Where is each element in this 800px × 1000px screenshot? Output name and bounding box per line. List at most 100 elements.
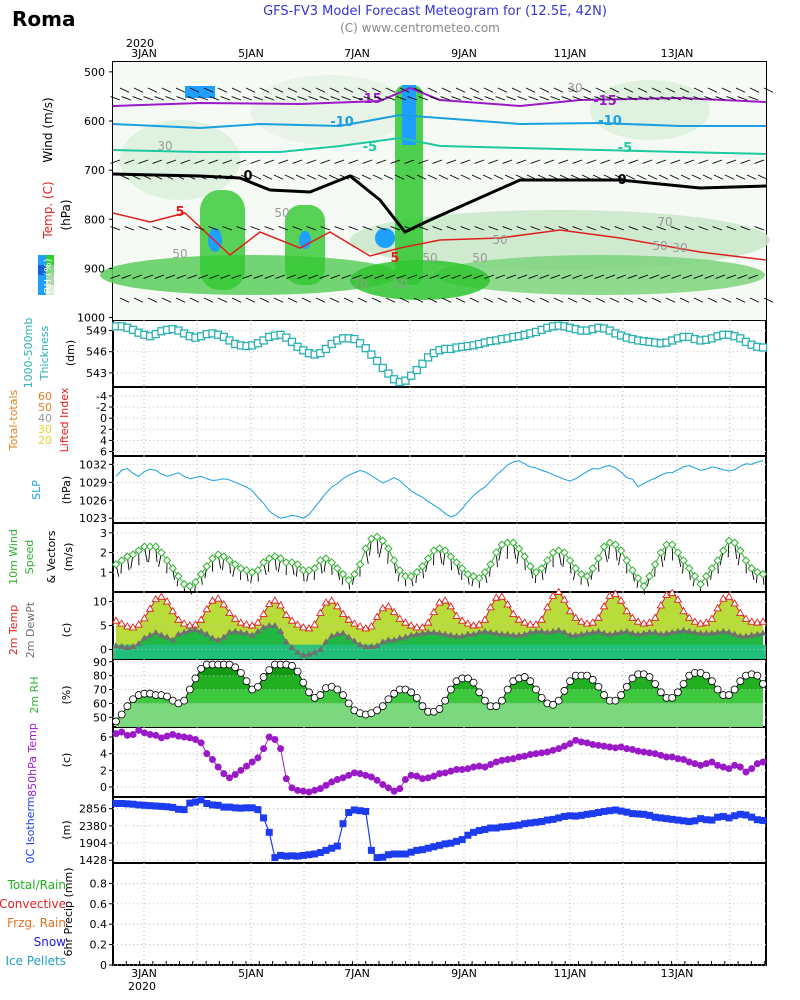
wind10-point [151,542,160,551]
t2m-point [645,618,654,626]
wind-barb [525,87,536,93]
wind10-point [372,532,382,542]
dewpt-point [702,629,710,636]
wind-barb [143,274,154,279]
date-label-bottom: 9JAN [451,967,477,980]
rh2m-label: 2m RH [28,676,41,713]
iso0-point [702,816,710,824]
t2m-point [633,617,643,625]
t2m-point [582,619,592,627]
wind-barb [334,226,345,231]
wind10-point [560,548,569,557]
t2m-point [457,616,467,624]
rh-label: 30 [157,139,172,153]
wind10-point [520,552,529,561]
wind-barb [638,274,649,279]
iso0-point [129,800,137,808]
wind-barb [363,274,374,279]
wind-barb [374,96,385,101]
t850-point [645,749,653,757]
t850-point [475,762,483,770]
wind-barb [614,159,625,164]
t850-point [203,750,211,758]
dewpt-point [606,630,614,637]
wind-barb [726,226,737,231]
wind-barb [176,96,187,101]
wind-barb [429,274,440,279]
t2m-point [327,596,336,604]
wind-barb [297,96,308,101]
wind-barb [647,174,658,180]
t850-point [305,788,313,796]
wind-barb [504,174,515,180]
dewpt-point [157,631,165,638]
pressure-tick: 500 [84,66,105,79]
t850-point [226,774,234,782]
wind10-point [486,560,495,569]
t850-point [453,766,461,773]
t2m-point [747,617,756,625]
wind-barb [495,96,506,101]
t850-point [401,776,409,783]
rh2m-point [475,688,484,697]
wind10-point [423,554,433,563]
wind-barb [497,87,508,93]
rh-label: 70 [352,277,367,291]
wind-barb [460,174,471,180]
t2m-tick: 10 [93,596,107,609]
iso0-point [350,806,358,814]
tt-scale-value: 40 [38,412,52,425]
wind10-point [253,566,263,575]
wind-barb [642,226,653,231]
wind10-point [650,560,660,569]
iso0-point [277,851,285,859]
wind10-point [667,540,677,549]
t2m-point [474,620,484,628]
wind-barb [451,274,462,279]
wind-barb [595,297,606,303]
dewpt-point [742,632,750,639]
wind10-point [741,556,751,565]
t850-point [345,771,353,779]
dewpt-point [589,628,597,635]
dewpt-point [680,626,688,633]
wind10-point [543,556,552,565]
wind10-point [355,560,365,569]
t2m-point [673,595,683,603]
wind-barb [748,96,759,101]
wind-barb [297,274,308,279]
rh2m-point [441,696,450,705]
wind-barb [121,274,132,279]
wind-barb [399,297,410,303]
wind10-point [526,562,535,571]
t2m-point [741,614,751,622]
wind10-point [293,560,302,569]
slp-unit: (hPa) [60,476,73,504]
wind-barb [330,274,341,279]
wind10-point [276,554,285,563]
dewpt-point [305,650,313,657]
t850-point [566,740,574,748]
wind-barb [754,159,765,164]
dewpt-point [294,648,302,655]
t850-point [509,755,517,763]
rh2m-point [498,696,506,705]
wind-barb [658,174,669,180]
iso0-point [112,799,120,807]
dewpt-point [203,630,211,637]
thickness-point [367,350,376,359]
iso0-point [583,810,591,818]
dewpt-point [515,631,523,638]
dewpt-point [174,630,182,637]
dewpt-point [753,630,761,637]
wind-barb [449,174,460,180]
t850-point [538,749,546,757]
iso0-point [135,801,143,809]
t850-point [146,731,154,738]
wind-barb [473,274,484,279]
wind10-point [225,556,234,565]
wind-barb [385,87,396,93]
wind-barb [319,274,330,279]
wind-barb [628,226,639,231]
